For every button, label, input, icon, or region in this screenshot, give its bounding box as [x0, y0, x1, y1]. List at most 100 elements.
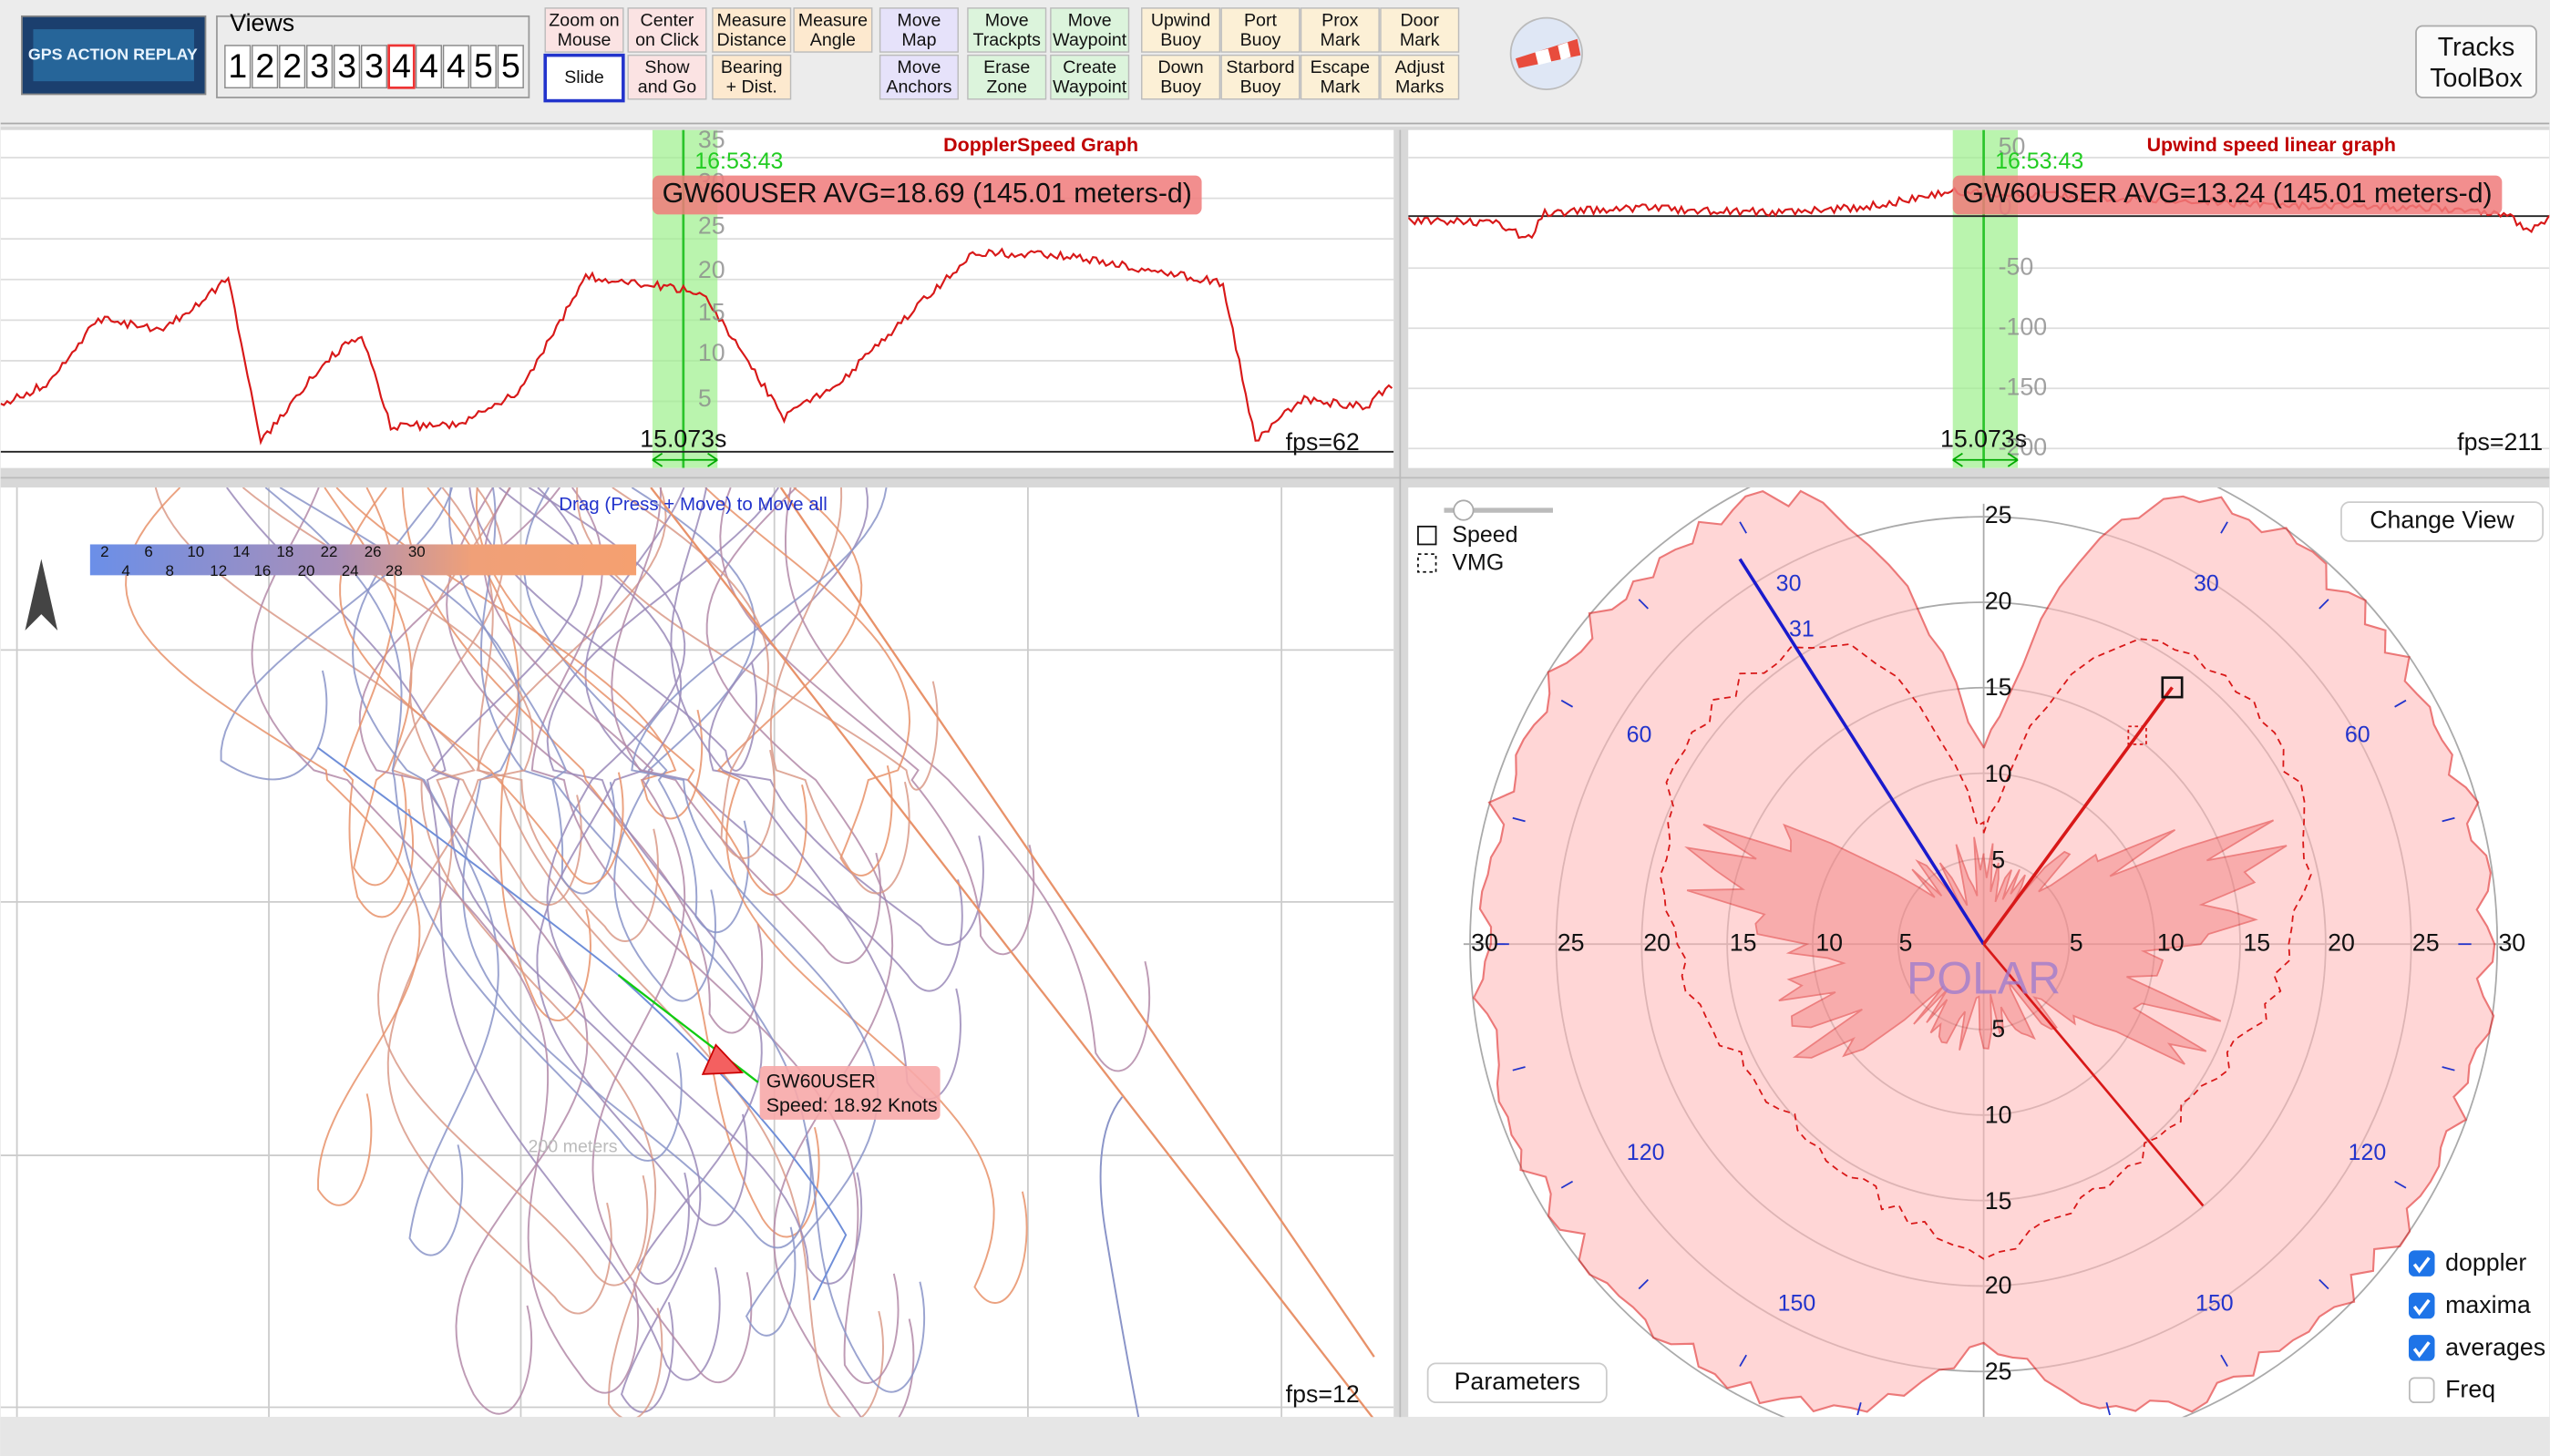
scale-label: 20	[298, 562, 315, 579]
polar-label: 15	[1985, 1187, 2012, 1215]
tool-button-label[interactable]: Waypoint	[1053, 30, 1127, 50]
tool-button-label[interactable]: Move	[1068, 10, 1112, 30]
tool-button-label[interactable]: Distance	[717, 30, 787, 50]
tool-button-label[interactable]: Create	[1063, 57, 1116, 77]
tool-button-label[interactable]: Measure	[798, 10, 868, 30]
y-label: 20	[698, 256, 725, 283]
map-hint: Drag (Press + Move) to Move all	[559, 494, 827, 515]
checkbox[interactable]	[2410, 1294, 2434, 1318]
view-number[interactable]: 3	[337, 46, 356, 85]
tool-button-label[interactable]: Down	[1157, 57, 1203, 77]
time-label: 16:53:43	[694, 149, 783, 174]
tool-button-label[interactable]: Adjust	[1394, 57, 1445, 77]
duration-label: 15.073s	[1940, 425, 2027, 452]
tool-button-label[interactable]: Buoy	[1160, 30, 1201, 50]
scale-label: 18	[276, 543, 293, 560]
scale-label: 26	[365, 543, 382, 560]
zoom-slider-knob[interactable]	[1454, 500, 1473, 519]
tool-button-label[interactable]: Prox	[1321, 10, 1359, 30]
tool-button-label[interactable]: Center	[641, 10, 694, 30]
tool-button-label[interactable]: Move	[897, 57, 941, 77]
tool-button-label[interactable]: Move	[897, 10, 941, 30]
view-number[interactable]: 4	[447, 46, 466, 85]
view-number[interactable]: 5	[474, 46, 493, 85]
polar-label: VMG	[1452, 549, 1504, 575]
tool-button-label[interactable]: Mark	[1321, 77, 1361, 97]
tool-button-label[interactable]: Map	[901, 30, 936, 50]
scale-label: 14	[232, 543, 250, 560]
polar-label: 31	[1789, 617, 1815, 642]
view-number[interactable]: 5	[501, 46, 520, 85]
view-number[interactable]: 2	[255, 46, 274, 85]
polar-label: Speed	[1452, 522, 1517, 548]
polar-label: 10	[1985, 1101, 2012, 1128]
graph-title: Upwind speed linear graph	[2147, 134, 2396, 156]
tool-button-label[interactable]: Bearing	[721, 57, 783, 77]
scale-label: 28	[386, 562, 403, 579]
tool-button-label[interactable]: Mark	[1400, 30, 1440, 50]
scale-label: 6	[144, 543, 152, 560]
tool-button-label[interactable]: Angle	[810, 30, 856, 50]
polar-label: 5	[1991, 846, 2005, 873]
polar-label: 25	[1985, 501, 2012, 528]
polar-label: 120	[2349, 1140, 2387, 1165]
distance-label: 200 meters	[528, 1136, 617, 1156]
checkbox[interactable]	[2410, 1251, 2434, 1276]
tool-button-label[interactable]: Buoy	[1160, 77, 1201, 97]
tool-button-label[interactable]: Buoy	[1240, 77, 1281, 97]
tool-button-label[interactable]: Zoom on	[549, 10, 619, 30]
tool-button-label[interactable]: Move	[985, 10, 1029, 30]
tool-button-label[interactable]: Buoy	[1240, 30, 1281, 50]
polar-label: averages	[2445, 1333, 2545, 1360]
polar-label: 5	[2070, 928, 2083, 956]
tool-button-label[interactable]: Mark	[1321, 30, 1361, 50]
avg-label: GW60USER AVG=13.24 (145.01 meters-d)	[1962, 179, 2492, 209]
tool-button-label[interactable]: Marks	[1395, 77, 1445, 97]
scale-label: 10	[187, 543, 204, 560]
boat-name: GW60USER	[766, 1070, 876, 1092]
fps-label: fps=211	[2457, 428, 2543, 456]
view-number[interactable]: 2	[283, 46, 302, 85]
checkbox[interactable]	[2410, 1336, 2434, 1360]
polar-label: 60	[2345, 723, 2370, 748]
view-number[interactable]: 4	[392, 46, 411, 85]
view-number[interactable]: 4	[419, 46, 438, 85]
view-number[interactable]: 3	[365, 46, 384, 85]
tool-button-label[interactable]: Escape	[1311, 57, 1371, 77]
scale-label: 4	[121, 562, 129, 579]
boat-speed: Speed: 18.92 Knots	[766, 1094, 938, 1116]
tool-button-label[interactable]: Show	[644, 57, 690, 77]
tool-button-label[interactable]: on Click	[635, 30, 699, 50]
parameters-label[interactable]: Parameters	[1455, 1368, 1580, 1395]
tool-button-label[interactable]: Waypoint	[1053, 77, 1127, 97]
tool-button-label[interactable]: Upwind	[1151, 10, 1210, 30]
tool-button-label[interactable]: Trackpts	[972, 30, 1041, 50]
tool-button-label[interactable]: Measure	[717, 10, 787, 30]
toolbox-label[interactable]: Tracks	[2438, 33, 2515, 62]
tool-button-label[interactable]: + Dist.	[726, 77, 777, 97]
polar-watermark: POLAR	[1907, 952, 2061, 1003]
tool-button-label[interactable]: Port	[1244, 10, 1278, 30]
tool-button-label[interactable]: Anchors	[886, 77, 951, 97]
change-view-label[interactable]: Change View	[2370, 507, 2514, 534]
tool-button-label[interactable]: Erase	[983, 57, 1030, 77]
polar-label: doppler	[2445, 1249, 2526, 1277]
tool-button-label[interactable]: Slide	[564, 67, 604, 87]
toolbox-label[interactable]: ToolBox	[2430, 64, 2522, 93]
tool-button-label[interactable]: and Go	[638, 77, 696, 97]
scale-label: 12	[210, 562, 227, 579]
polar-label: 30	[1776, 571, 1802, 597]
duration-label: 15.073s	[640, 425, 726, 452]
tool-button-label[interactable]: Mouse	[558, 30, 612, 50]
tool-button-label[interactable]: Starbord	[1226, 57, 1294, 77]
view-number[interactable]: 3	[310, 46, 329, 85]
legend-swatch	[1418, 527, 1436, 545]
view-number[interactable]: 1	[228, 46, 247, 85]
tool-button-label[interactable]: Door	[1400, 10, 1439, 30]
fps-label: fps=12	[1286, 1380, 1360, 1408]
polar-label: maxima	[2445, 1291, 2531, 1318]
polar-label: 5	[1991, 1015, 2005, 1042]
checkbox[interactable]	[2410, 1378, 2434, 1402]
tool-button-label[interactable]: Zone	[986, 77, 1027, 97]
